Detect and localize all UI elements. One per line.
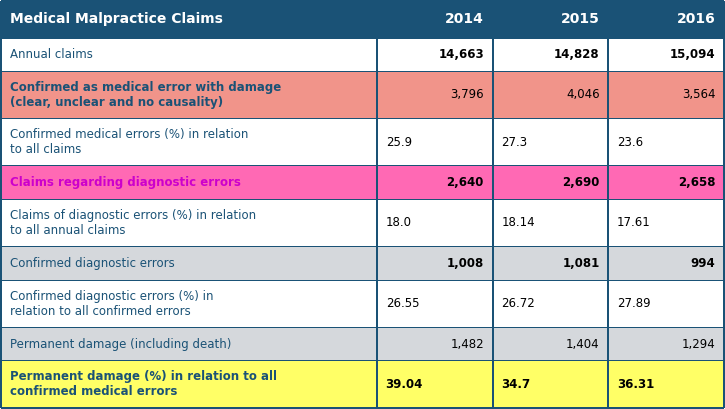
Bar — [377, 247, 493, 280]
Text: 36.31: 36.31 — [617, 378, 654, 391]
Bar — [1, 166, 377, 199]
Text: Claims regarding diagnostic errors: Claims regarding diagnostic errors — [9, 176, 241, 189]
Bar — [493, 38, 608, 72]
Bar — [493, 361, 608, 408]
Bar — [608, 280, 724, 327]
Bar — [1, 407, 724, 409]
Text: 1,008: 1,008 — [447, 257, 484, 270]
Bar — [1, 246, 724, 247]
Text: 2,640: 2,640 — [447, 176, 484, 189]
Bar — [377, 38, 493, 72]
Bar — [608, 1, 609, 408]
Bar — [1, 118, 724, 119]
Bar — [1, 199, 724, 200]
Text: Confirmed as medical error with damage
(clear, unclear and no causality): Confirmed as medical error with damage (… — [9, 81, 281, 109]
Text: 26.72: 26.72 — [501, 297, 535, 310]
Bar — [1, 199, 377, 247]
Bar — [1, 38, 377, 72]
Bar — [608, 166, 724, 199]
Bar — [608, 327, 724, 361]
Bar — [1, 327, 377, 361]
Text: Medical Malpractice Claims: Medical Malpractice Claims — [9, 12, 223, 26]
Bar — [1, 1, 377, 38]
Text: Claims of diagnostic errors (%) in relation
to all annual claims: Claims of diagnostic errors (%) in relat… — [9, 209, 256, 237]
Bar — [1, 0, 724, 2]
Bar — [1, 119, 377, 166]
Bar — [723, 1, 725, 408]
Bar — [493, 72, 608, 119]
Text: 18.0: 18.0 — [386, 216, 412, 229]
Bar — [1, 165, 724, 166]
Text: 1,404: 1,404 — [566, 337, 600, 351]
Bar — [377, 119, 493, 166]
Bar — [1, 280, 724, 281]
Bar — [1, 71, 724, 72]
Text: Permanent damage (including death): Permanent damage (including death) — [9, 337, 231, 351]
Bar — [608, 247, 724, 280]
Text: 2016: 2016 — [676, 12, 716, 26]
Text: 1,294: 1,294 — [682, 337, 716, 351]
Bar — [493, 280, 608, 327]
Text: 2014: 2014 — [445, 12, 484, 26]
Bar — [493, 166, 608, 199]
Bar — [608, 1, 724, 38]
Bar — [1, 361, 377, 408]
Text: 18.14: 18.14 — [501, 216, 535, 229]
Text: 17.61: 17.61 — [617, 216, 651, 229]
Text: 994: 994 — [691, 257, 716, 270]
Text: Permanent damage (%) in relation to all
confirmed medical errors: Permanent damage (%) in relation to all … — [9, 371, 277, 398]
Bar — [1, 247, 377, 280]
Bar — [1, 327, 724, 328]
Text: 27.3: 27.3 — [501, 136, 528, 148]
Bar — [377, 1, 493, 38]
Text: 1,482: 1,482 — [450, 337, 484, 351]
Bar — [376, 1, 378, 408]
Bar — [377, 72, 493, 119]
Bar — [1, 360, 724, 362]
Text: 2,690: 2,690 — [563, 176, 600, 189]
Text: 39.04: 39.04 — [386, 378, 423, 391]
Text: 4,046: 4,046 — [566, 88, 600, 101]
Bar — [377, 280, 493, 327]
Text: 25.9: 25.9 — [386, 136, 412, 148]
Text: 1,081: 1,081 — [563, 257, 600, 270]
Text: Annual claims: Annual claims — [9, 48, 93, 61]
Bar — [377, 166, 493, 199]
Bar — [1, 280, 377, 327]
Bar — [377, 199, 493, 247]
Text: Confirmed medical errors (%) in relation
to all claims: Confirmed medical errors (%) in relation… — [9, 128, 248, 156]
Bar — [608, 38, 724, 72]
Bar — [608, 199, 724, 247]
Text: 14,828: 14,828 — [554, 48, 600, 61]
Bar — [493, 199, 608, 247]
Bar — [1, 72, 377, 119]
Bar — [377, 361, 493, 408]
Bar — [0, 1, 2, 408]
Text: 2,658: 2,658 — [678, 176, 716, 189]
Text: 14,663: 14,663 — [439, 48, 484, 61]
Text: 34.7: 34.7 — [501, 378, 531, 391]
Bar — [608, 361, 724, 408]
Bar — [493, 247, 608, 280]
Bar — [1, 36, 724, 39]
Bar — [493, 119, 608, 166]
Bar — [492, 1, 494, 408]
Text: 2015: 2015 — [561, 12, 600, 26]
Text: 3,564: 3,564 — [682, 88, 716, 101]
Text: 15,094: 15,094 — [670, 48, 716, 61]
Bar — [608, 119, 724, 166]
Text: 27.89: 27.89 — [617, 297, 650, 310]
Text: 23.6: 23.6 — [617, 136, 643, 148]
Bar — [493, 1, 608, 38]
Bar — [1, 407, 724, 409]
Text: 3,796: 3,796 — [450, 88, 484, 101]
Text: 26.55: 26.55 — [386, 297, 419, 310]
Bar — [377, 327, 493, 361]
Text: Confirmed diagnostic errors: Confirmed diagnostic errors — [9, 257, 175, 270]
Bar — [493, 327, 608, 361]
Bar — [608, 72, 724, 119]
Text: Confirmed diagnostic errors (%) in
relation to all confirmed errors: Confirmed diagnostic errors (%) in relat… — [9, 290, 213, 318]
